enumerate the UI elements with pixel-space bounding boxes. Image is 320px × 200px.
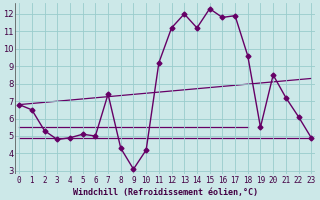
X-axis label: Windchill (Refroidissement éolien,°C): Windchill (Refroidissement éolien,°C)	[73, 188, 258, 197]
